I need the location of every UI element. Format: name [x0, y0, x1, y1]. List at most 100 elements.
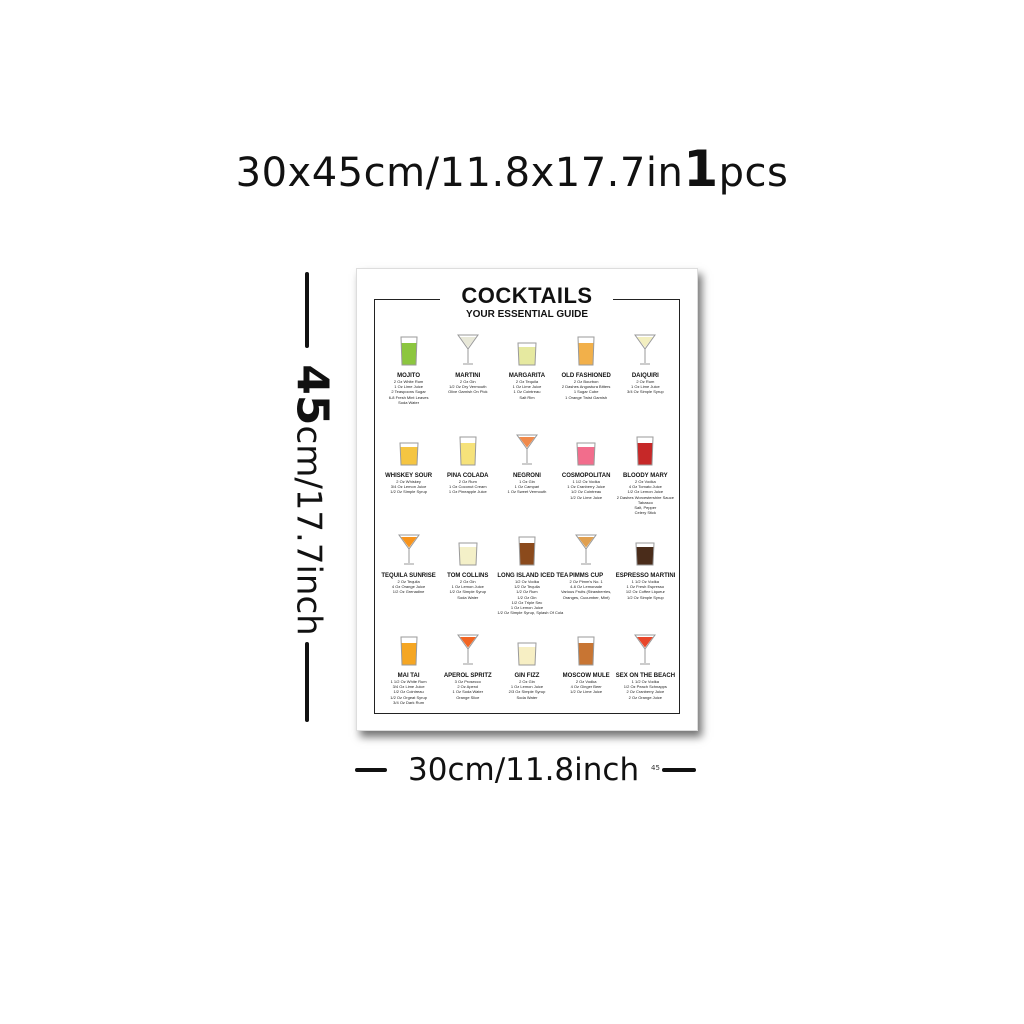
cocktail-card: SEX ON THE BEACH 1 1/2 Oz Vodka 1/2 Oz Pea…: [616, 627, 675, 727]
cocktail-glass-icon: [517, 642, 537, 666]
height-dimension-line-bottom: [305, 642, 309, 722]
cocktail-ingredient: 1/2 Oz Simple Syrup: [390, 489, 427, 495]
cocktail-ingredient: 1 Oz Pineapple Juice: [448, 489, 487, 495]
width-dimension-line-right: [662, 768, 696, 772]
cocktail-glass-icon: [518, 536, 536, 566]
quantity-unit: pcs: [718, 150, 789, 196]
cocktail-liquid: [637, 443, 653, 465]
cocktail-ingredient: 1/2 Oz Rum: [516, 589, 538, 595]
cocktail-ingredient: Tabasco: [637, 499, 653, 505]
cocktail-ingredient: 1 Orange Twist Garnish: [565, 394, 608, 400]
cocktail-ingredient: 2 Oz Gin: [459, 379, 476, 384]
cocktail-ingredient: 4 Oz Ginger Beer: [570, 684, 602, 690]
cocktail-ingredient: 1 1/2 Oz Vodka: [631, 579, 660, 584]
cocktail-ingredient: Salt, Pepper: [634, 505, 657, 511]
cocktail-glass-icon: [577, 636, 595, 666]
cocktail-ingredient: 2 Oz Vodka: [635, 479, 656, 484]
cocktail-ingredient: 3/4 Oz Simple Syrup: [627, 389, 664, 395]
cocktail-card: COSMOPOLITAN 1 1/2 Oz Vodka 1 Oz Cranberry…: [557, 427, 616, 527]
cocktail-ingredient: 1 Oz Fresh Espresso: [626, 584, 665, 590]
cocktail-ingredient: Soda Water: [457, 594, 479, 600]
cocktail-ingredient: 2 Oz Gin: [519, 679, 535, 684]
height-label-number: 45: [286, 364, 338, 426]
cocktail-ingredient: Various Fruits (Strawberries,: [560, 589, 612, 595]
cocktail-ingredient: 4 Oz Orange Juice: [391, 584, 426, 590]
cocktail-ingredient: 2 Oz Tequila: [397, 579, 420, 584]
cocktail-ingredient: 1 Oz Lime Juice: [394, 384, 423, 390]
cocktail-glass-icon: [456, 334, 479, 365]
cocktail-ingredient: 4 Oz Tomato Juice: [628, 484, 662, 490]
cocktail-ingredient: 1 1/2 Oz Vodka: [572, 479, 600, 484]
cocktail-ingredient: 1/2 Oz Cointreau: [393, 689, 424, 695]
cocktail-liquid: [459, 637, 476, 648]
cocktail-card: TEQUILA SUNRISE 2 Oz Tequila 4 Oz Orange J…: [379, 527, 438, 627]
cocktail-name: MAI TAI: [397, 673, 420, 679]
cocktail-ingredient: 3/4 Oz Dark Rum: [393, 699, 425, 705]
width-dimension-line-left: [355, 768, 387, 772]
cocktail-card: NEGRONI 1 Oz Gin 1 Oz Campari 1 Oz Sweet Ve…: [497, 427, 556, 527]
cocktail-row: MOJITO 2 Oz White Rum 1 Oz Lime Juice 2 Tea…: [379, 327, 675, 427]
height-dimension-label: 45cm/17.7inch: [287, 364, 338, 635]
cocktail-grid: MOJITO 2 Oz White Rum 1 Oz Lime Juice 2 Tea…: [379, 327, 675, 727]
cocktail-card: MOSCOW MULE 2 Oz Vodka 4 Oz Ginger Beer 1/2…: [557, 627, 616, 727]
width-dimension-label: 30cm/11.8inch: [408, 752, 640, 788]
cocktail-ingredient: 2 Oz White Rum: [393, 379, 424, 384]
height-dimension-line-top: [305, 272, 309, 348]
cocktail-ingredient: 1/2 Oz Simple Syrup: [449, 589, 487, 595]
cocktail-ingredient: 2 Dashes Angostura Bitters: [561, 384, 611, 390]
cocktail-ingredient: 1 Oz Campari: [514, 484, 540, 490]
cocktail-ingredient: 1 Oz Lemon Juice: [510, 605, 544, 611]
cocktail-card: BLOODY MARY 2 Oz Vodka 4 Oz Tomato Juice 1/…: [616, 427, 675, 527]
cocktail-name: MOJITO: [397, 373, 421, 379]
cocktail-name: MARGARITA: [508, 373, 546, 379]
cocktail-ingredient: 3/4 Oz Lime Juice: [392, 684, 425, 690]
cocktail-ingredient: 1/2 Oz Tequila: [514, 584, 540, 590]
cocktail-ingredient: 3/4 Oz Lemon Juice: [390, 484, 427, 490]
cocktail-ingredient: Oranges, Cucumber, Mint): [562, 594, 610, 600]
cocktail-glass-icon: [517, 342, 537, 366]
cocktail-glass-icon: [400, 336, 418, 366]
cocktail-ingredient: 2 Dashes Worcestershire Sauce: [616, 494, 674, 500]
cocktail-liquid: [637, 637, 654, 648]
cocktail-glass-icon: [400, 636, 418, 666]
cocktail-ingredient: 1/2 Oz Dry Vermouth: [449, 384, 487, 390]
cocktail-ingredient: 1/2 Oz Vodka: [514, 579, 539, 584]
cocktail-glass-icon: [634, 634, 657, 665]
cocktail-liquid: [401, 343, 417, 365]
cocktail-ingredient: 1 Oz Lemon Juice: [510, 684, 544, 690]
cocktail-ingredient: Soda Water: [516, 694, 538, 700]
cocktail-ingredient: 2 Oz Tequila: [515, 379, 539, 384]
cocktail-ingredient: 1 Oz Cointreau: [513, 389, 541, 395]
cocktail-ingredient: 1/2 Oz Lemon Juice: [627, 489, 664, 495]
cocktail-ingredient: 1 Oz Soda Water: [452, 689, 484, 695]
cocktail-ingredient: 1 Oz Gin: [519, 479, 535, 484]
cocktail-liquid: [519, 543, 535, 565]
cocktail-card: DAIQUIRI 2 Oz Rum 1 Oz Lime Juice 3/4 Oz Si…: [616, 327, 675, 427]
cocktail-name: WHISKEY SOUR: [385, 473, 433, 479]
cocktail-ingredient: 1 Oz Sweet Vermouth: [507, 489, 547, 495]
cocktail-ingredient: 1/2 Oz Orgeat Syrup: [390, 694, 427, 700]
cocktail-name: LONG ISLAND ICED TEA: [497, 573, 569, 579]
cocktail-liquid: [400, 447, 418, 465]
cocktail-ingredient: Salt Rim: [519, 394, 535, 400]
cocktail-ingredient: 2 Oz Pimm's No. 1: [569, 579, 603, 584]
cocktail-ingredient: 1/2 Oz Grenadine: [392, 589, 425, 595]
cocktail-ingredient: 1/2 Oz Triple Sec: [511, 599, 543, 605]
cocktail-ingredient: 4-6 Oz Lemonade: [570, 584, 603, 590]
poster-title: COCKTAILS: [461, 283, 593, 308]
cocktail-ingredient: 3 Oz Prosecco: [454, 679, 481, 684]
cocktail-ingredient: 1 1/2 Oz Vodka: [631, 679, 660, 684]
cocktail-card: GIN FIZZ 2 Oz Gin 1 Oz Lemon Juice 2/3 Oz S…: [497, 627, 556, 727]
cocktail-liquid: [518, 437, 535, 448]
cocktail-ingredient: 1 Sugar Cube: [573, 389, 599, 395]
quantity-number: 1: [683, 140, 719, 198]
cocktail-ingredient: 2 Oz Rum: [636, 379, 655, 384]
cocktail-ingredient: 1/2 Oz Lime Juice: [570, 494, 603, 500]
cocktail-ingredient: 1/2 Oz Simple Syrup, Splash Of Cola: [497, 610, 564, 616]
poster-frame-rule-left: [374, 299, 440, 300]
height-label-rest: cm/17.7inch: [288, 425, 329, 636]
cocktail-ingredient: 2 Teaspoons Sugar: [391, 389, 426, 395]
cocktail-glass-icon: [459, 436, 477, 466]
cocktail-ingredient: 2 Oz Gin: [459, 579, 476, 584]
cocktail-ingredient: 1 1/2 Oz White Rum: [390, 679, 427, 684]
